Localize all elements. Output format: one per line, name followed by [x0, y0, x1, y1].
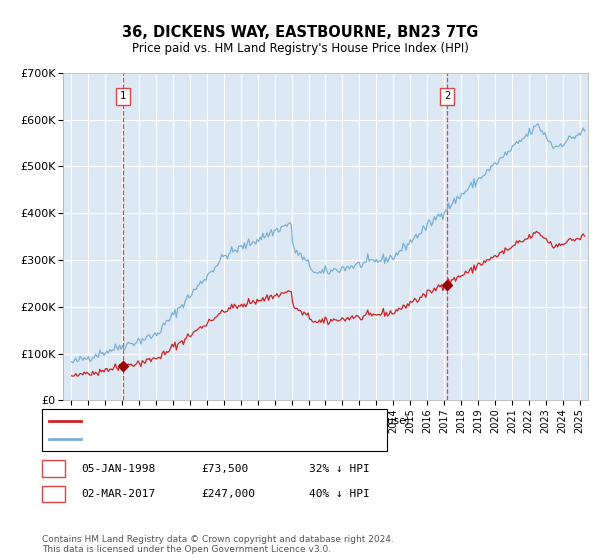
- Text: Contains HM Land Registry data © Crown copyright and database right 2024.
This d: Contains HM Land Registry data © Crown c…: [42, 535, 394, 554]
- Text: 36, DICKENS WAY, EASTBOURNE, BN23 7TG (detached house): 36, DICKENS WAY, EASTBOURNE, BN23 7TG (d…: [87, 416, 409, 426]
- Text: 2: 2: [50, 489, 57, 499]
- Text: 1: 1: [119, 91, 126, 101]
- Text: 02-MAR-2017: 02-MAR-2017: [81, 489, 155, 499]
- Text: Price paid vs. HM Land Registry's House Price Index (HPI): Price paid vs. HM Land Registry's House …: [131, 42, 469, 55]
- Text: 2: 2: [444, 91, 450, 101]
- Text: £73,500: £73,500: [201, 464, 248, 474]
- Text: 32% ↓ HPI: 32% ↓ HPI: [309, 464, 370, 474]
- Text: £247,000: £247,000: [201, 489, 255, 499]
- Text: 36, DICKENS WAY, EASTBOURNE, BN23 7TG: 36, DICKENS WAY, EASTBOURNE, BN23 7TG: [122, 25, 478, 40]
- Text: 05-JAN-1998: 05-JAN-1998: [81, 464, 155, 474]
- Text: HPI: Average price, detached house, Eastbourne: HPI: Average price, detached house, East…: [87, 434, 339, 444]
- Text: 1: 1: [50, 464, 57, 474]
- Text: 40% ↓ HPI: 40% ↓ HPI: [309, 489, 370, 499]
